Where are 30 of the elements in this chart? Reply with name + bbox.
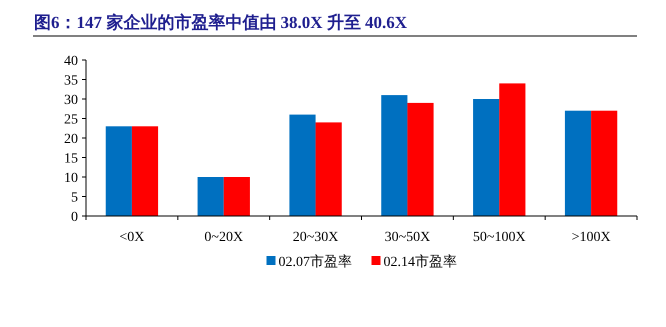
bar — [289, 114, 316, 216]
chart-title: 图6：147 家企业的市盈率中值由 38.0X 升至 40.6X — [34, 13, 408, 32]
bar — [381, 95, 408, 216]
y-tick-label: 10 — [64, 171, 78, 186]
x-tick-label: 30~50X — [384, 230, 430, 245]
bar — [106, 126, 132, 216]
x-tick-label: >100X — [572, 230, 611, 245]
y-tick-label: 5 — [71, 190, 78, 206]
bar — [198, 177, 224, 216]
x-tick-label: <0X — [119, 230, 144, 245]
bar — [407, 102, 434, 216]
y-tick-label: 0 — [71, 210, 78, 225]
bar — [499, 83, 526, 216]
x-tick-label: 20~30X — [292, 230, 338, 245]
bar — [473, 99, 500, 216]
y-tick-label: 25 — [64, 112, 78, 128]
bar — [564, 110, 592, 216]
y-tick-label: 35 — [64, 74, 78, 88]
bar — [132, 126, 158, 216]
y-tick-label: 20 — [64, 132, 78, 147]
legend-label: 02.14市盈率 — [384, 254, 457, 270]
y-tick-label: 15 — [64, 152, 78, 166]
legend-label: 02.07市盈率 — [278, 254, 352, 270]
y-tick-label: 40 — [64, 54, 78, 69]
bar — [224, 177, 250, 216]
y-tick-label: 30 — [64, 93, 78, 108]
x-tick-label: 50~100X — [472, 230, 526, 245]
bar — [591, 110, 618, 216]
x-tick-label: 0~20X — [204, 230, 244, 245]
bar — [316, 122, 342, 216]
